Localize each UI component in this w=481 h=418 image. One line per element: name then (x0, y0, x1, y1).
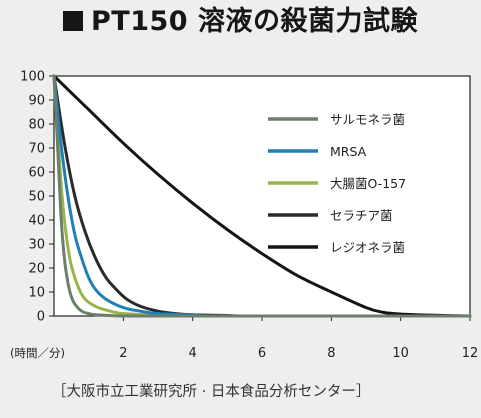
x-axis-label: (時間／分) (10, 346, 65, 360)
title-text: PT150 溶液の殺菌力試験 (91, 6, 418, 37)
title-square-bullet (63, 11, 84, 31)
y-tick-label: 60 (28, 166, 45, 181)
y-axis: 0 10 20 30 40 50 60 70 80 90 100 (20, 70, 54, 325)
legend-label: サルモネラ菌 (330, 112, 405, 127)
legend-label: MRSA (330, 144, 367, 159)
source-credit: ［大阪市立工業研究所 · 日本食品分析センター］ (52, 384, 371, 400)
y-tick-label: 30 (28, 238, 45, 253)
x-tick-label: 10 (392, 346, 409, 361)
x-tick-label: 4 (189, 346, 197, 361)
legend-label: レジオネラ菌 (330, 240, 405, 255)
line-chart: 0 10 20 30 40 50 60 70 80 90 100 2 4 6 8 10 12 サルモネラ菌 MR… (10, 70, 478, 362)
legend-label: セラチア菌 (330, 208, 393, 223)
y-tick-label: 80 (28, 118, 45, 133)
y-tick-label: 0 (37, 310, 45, 325)
y-tick-label: 40 (28, 214, 45, 229)
x-tick-label: 12 (462, 346, 479, 361)
x-axis: 2 4 6 8 10 12 (119, 316, 478, 361)
y-tick-label: 90 (28, 94, 45, 109)
y-tick-label: 100 (20, 70, 45, 85)
y-tick-label: 50 (28, 190, 45, 205)
x-tick-label: 8 (327, 346, 335, 361)
y-tick-label: 20 (28, 262, 45, 277)
y-tick-label: 10 (28, 286, 45, 301)
plot-area (53, 75, 471, 317)
series-line-4 (52, 74, 472, 318)
y-tick-label: 70 (28, 142, 45, 157)
legend-label: 大腸菌O-157 (330, 176, 406, 191)
x-tick-label: 6 (258, 346, 266, 361)
x-tick-label: 2 (119, 346, 127, 361)
series-line-0 (52, 74, 472, 318)
chart-title: PT150 溶液の殺菌力試験 (0, 0, 481, 60)
series-layer (52, 74, 472, 318)
